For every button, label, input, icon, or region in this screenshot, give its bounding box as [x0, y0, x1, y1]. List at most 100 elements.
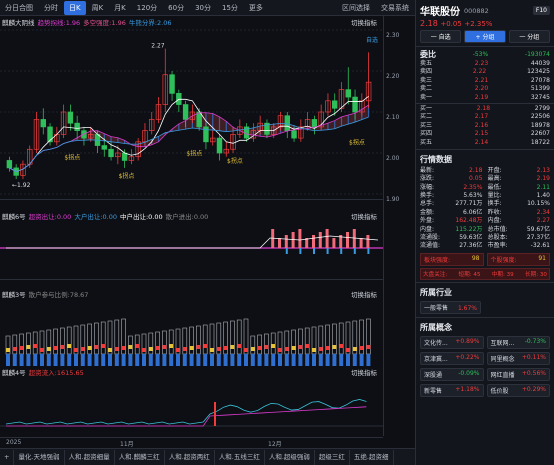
retail-bar	[338, 322, 344, 355]
retail-bar	[53, 328, 58, 355]
indicator-tab-8[interactable]: 五绝.超资细	[350, 449, 394, 465]
f10-button[interactable]: F10	[532, 6, 550, 15]
toolbar-right-1[interactable]: 交易系统	[381, 3, 409, 12]
indicator-tab-6[interactable]: 人和.超级强弱	[265, 449, 315, 465]
low-label: ←1.92	[12, 182, 31, 189]
concept-chip[interactable]: 文化传... +0.89%	[420, 335, 484, 349]
candle-body	[135, 141, 141, 158]
mid-bar	[332, 345, 337, 349]
period-tab-6[interactable]: 60分	[168, 3, 185, 12]
strength-value: 98	[471, 254, 480, 262]
market-value: 2.27	[536, 217, 550, 225]
period-tab-0[interactable]: 分日合图	[5, 3, 33, 12]
retail-bar	[19, 333, 24, 355]
stock-btn-2[interactable]: 一 分组	[508, 30, 550, 43]
concept-chip[interactable]: 网红直播 +0.56%	[486, 367, 550, 381]
asks-row: 卖三 2.21 27078	[416, 77, 554, 85]
period-tab-5[interactable]: 120分	[136, 3, 158, 12]
concept-chip[interactable]: 同里概念 +0.11%	[486, 351, 550, 365]
candle-body	[189, 111, 196, 120]
flow-bar	[366, 235, 370, 248]
base-bar	[162, 354, 167, 366]
strength-box-1: 个股强度: 91	[486, 252, 550, 266]
indicator-tab-0[interactable]: +	[0, 449, 15, 465]
mid-bar	[196, 345, 201, 349]
market-row: 流通股: 59.63亿 总股本: 27.37亿	[416, 234, 554, 242]
panel4-switch-indicator-button[interactable]: 切换指标	[351, 369, 377, 377]
stock-btn-0[interactable]: 一 自选	[420, 30, 462, 43]
x-label-dec: 12月	[268, 441, 282, 448]
concept-pct: +0.56%	[521, 369, 546, 377]
indicator4-chart	[0, 399, 383, 427]
mid-bar	[305, 344, 310, 348]
candle-body	[121, 152, 128, 161]
asks-row: 卖四 2.22 123425	[416, 68, 554, 76]
base-bar	[244, 354, 248, 366]
market-title: 行情数据	[420, 154, 452, 164]
period-tab-4[interactable]: 月K	[114, 3, 126, 12]
period-tab-8[interactable]: 15分	[222, 3, 238, 12]
indicator-panel-4[interactable]: 麒麟4号 超资流入:1615.65 切换指标	[0, 366, 383, 438]
concept-name: 新零售	[424, 387, 443, 395]
concept-chip[interactable]: 新零售 +1.18%	[420, 383, 484, 397]
market-value: -32.61	[530, 242, 550, 250]
flow-line	[6, 235, 379, 249]
panel6-switch-indicator-button[interactable]: 切换指标	[351, 213, 377, 221]
market-value: 59.63亿	[459, 234, 483, 242]
period-tab-3[interactable]: 周K	[91, 3, 104, 12]
mid-bar	[291, 346, 296, 350]
indicator-tab-1[interactable]: 量化.天地强弱	[14, 449, 65, 465]
indicator-tab-3[interactable]: 人和.麒麟三红	[115, 449, 165, 465]
base-bar	[359, 354, 364, 366]
market-cell: 总手: 277.71万	[420, 200, 482, 208]
flow-short: 短期: 45	[458, 271, 481, 278]
market-key: 换手:	[487, 200, 502, 208]
retail-bar	[60, 327, 65, 355]
stock-info-panel: 华联股份 000882 F10 2.18 +0.05 +2.35% 一 自选 + …	[415, 0, 554, 465]
toolbar-right-0[interactable]: 区间选择	[342, 3, 370, 12]
panel4-title: 麒麟4号	[2, 369, 26, 377]
stock-btn-1[interactable]: + 分组	[464, 30, 506, 43]
order-ratio: -53%	[472, 51, 489, 58]
indicator-panel-3[interactable]: 麒麟3号 散户参与比例:78.67 切换指标	[0, 288, 383, 368]
period-tab-2[interactable]: 日K	[64, 0, 86, 15]
signal-label-0: $拐点	[64, 153, 80, 161]
stock-action-buttons: 一 自选 + 分组一 分组	[416, 29, 554, 44]
market-key: 外盘:	[420, 217, 435, 225]
base-bar	[80, 354, 85, 366]
mid-bar	[312, 348, 316, 352]
industry-chip[interactable]: 一般零售 1.67%	[420, 300, 481, 314]
period-tab-7[interactable]: 30分	[195, 3, 211, 12]
candlestick-chart[interactable]: 2.27 ←1.92 自选 $拐点 $拐点 $拐点 $拐点 $拐点	[0, 16, 383, 200]
price-tick-1: 2.20	[386, 73, 400, 80]
mid-bar	[223, 346, 228, 350]
concept-chip[interactable]: 京津冀... +0.22%	[420, 351, 484, 365]
main-switch-indicator-button[interactable]: 切换指标	[351, 19, 377, 27]
indicator-panel-6[interactable]: 麒麟6号 超资出让:0.00 大户出让:0.00 中户出让:0.00 散户进出:0.00…	[0, 210, 383, 280]
panel3-switch-indicator-button[interactable]: 切换指标	[351, 291, 377, 299]
base-bar	[108, 354, 112, 366]
period-tab-1[interactable]: 分时	[44, 3, 58, 12]
market-cell: 量比: 1.40	[488, 192, 550, 200]
indicator-tab-2[interactable]: 人和.超资细量	[65, 449, 115, 465]
indicator-tab-4[interactable]: 人和.超资两红	[165, 449, 215, 465]
price-axis: 2.30 2.20 2.10 2.00 1.90	[383, 16, 415, 436]
indicator-tab-7[interactable]: 超级三红	[315, 449, 350, 465]
concept-chip[interactable]: 互联网... -0.73%	[486, 335, 550, 349]
market-value: 277.71万	[455, 200, 483, 208]
period-tab-9[interactable]: 更多	[248, 3, 263, 12]
base-bar	[12, 354, 17, 366]
retail-bar	[100, 321, 106, 355]
base-bar	[67, 354, 72, 366]
concept-chip[interactable]: 深股通 -0.09%	[420, 367, 484, 381]
candle-body	[47, 126, 53, 143]
main-chart-panel[interactable]: 2.27 ←1.92 自选 $拐点 $拐点 $拐点 $拐点 $拐点 麒麟大阴线 趋势拐线:1.9…	[0, 16, 383, 200]
price-tick-4: 1.90	[386, 196, 400, 203]
market-key: 开盘:	[487, 166, 502, 174]
indicator-tab-5[interactable]: 人和.五线三红	[215, 449, 265, 465]
bids-vol: 22506	[530, 113, 550, 121]
asks-price: 2.19	[474, 93, 489, 101]
concept-chip[interactable]: 低价股 +0.29%	[486, 383, 550, 397]
mid-bar	[40, 348, 44, 352]
panel2-indicator-3: 散户进出:0.00	[165, 213, 209, 221]
